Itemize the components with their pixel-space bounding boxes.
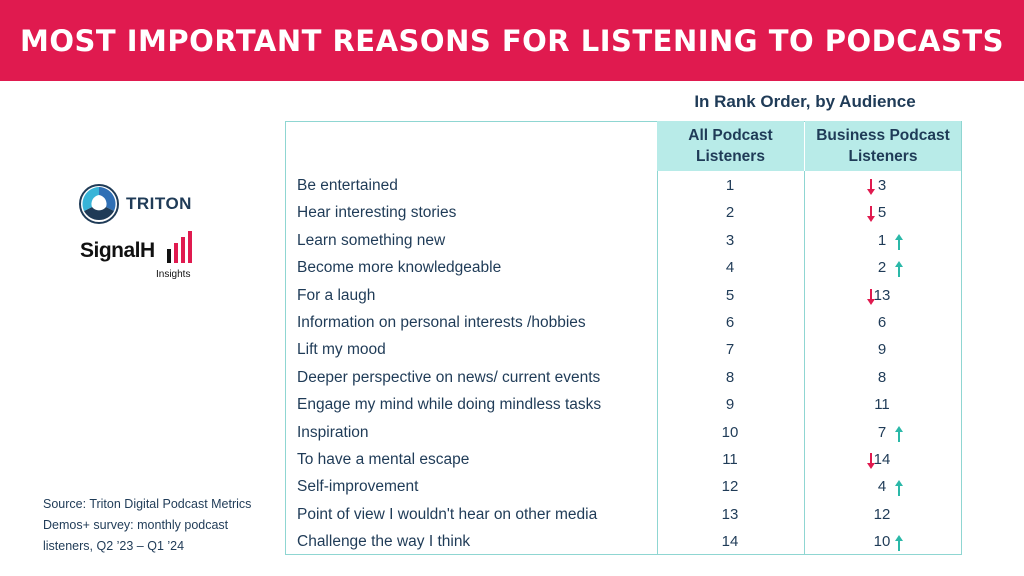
reason-label: To have a mental escape (297, 450, 470, 468)
table-row: Lift my mood 7 9 (286, 337, 961, 364)
column-header-business: Business Podcast Listeners (805, 121, 961, 171)
rank-all-value: 12 (721, 478, 739, 496)
rank-business-value: 3 (877, 177, 887, 194)
reason-label: Learn something new (297, 231, 446, 249)
signal-bars-icon (167, 231, 192, 263)
column-header-business-line1: Business Podcast (816, 127, 950, 144)
table-row: Be entertained 1 3 (286, 173, 961, 200)
rank-business-value: 12 (873, 505, 891, 523)
table-subtitle: In Rank Order, by Audience (694, 92, 916, 111)
rank-business-value: 9 (877, 341, 887, 359)
reason-label: Point of view I wouldn't hear on other m… (297, 505, 598, 523)
ranking-table (285, 121, 962, 555)
table-row: Inspiration 10 7 (286, 420, 961, 447)
reason-label: Lift my mood (297, 341, 386, 359)
column-header-all-line2: Listeners (696, 148, 765, 165)
table-body: Be entertained 1 3 Hear interesting stories… (286, 173, 961, 556)
arrow-down-icon (867, 179, 875, 195)
rank-all-value: 1 (725, 177, 735, 194)
table-row: Point of view I wouldn't hear on other m… (286, 502, 961, 529)
signal-hill-logo: SignalH Insights (80, 231, 200, 289)
table-row: Hear interesting stories 2 5 (286, 200, 961, 227)
column-header-all: All Podcast Listeners (657, 121, 804, 171)
rank-all-value: 4 (725, 259, 735, 277)
rank-business-value: 1 (877, 231, 887, 249)
rank-business-value: 2 (877, 259, 887, 277)
rank-business-value: 14 (873, 450, 891, 468)
rank-business-value: 8 (877, 368, 887, 386)
table-row: Information on personal interests /hobbi… (286, 310, 961, 337)
reason-label: Self-improvement (297, 478, 419, 496)
rank-business-value: 11 (874, 396, 890, 414)
rank-all-value: 6 (725, 313, 735, 331)
signal-hill-subtext: Insights (156, 269, 191, 280)
rank-all-value: 5 (725, 286, 735, 304)
rank-business-value: 6 (877, 313, 887, 331)
triton-mark-icon (79, 184, 119, 224)
rank-business-value: 13 (873, 286, 891, 304)
table-row: For a laugh 5 13 (286, 283, 961, 310)
source-note: Source: Triton Digital Podcast Metrics D… (43, 497, 252, 553)
rank-all-value: 10 (721, 423, 739, 441)
arrow-down-icon (867, 452, 875, 469)
title-banner: MOST IMPORTANT REASONS FOR LISTENING TO … (0, 0, 1024, 81)
page-title: MOST IMPORTANT REASONS FOR LISTENING TO … (19, 23, 1005, 58)
table-row: Deeper perspective on news/ current even… (286, 365, 961, 392)
reason-label: Information on personal interests /hobbi… (297, 313, 586, 331)
column-divider (804, 171, 805, 554)
reason-label: Hear interesting stories (297, 204, 457, 222)
rank-all-value: 11 (722, 450, 738, 468)
reason-label: Inspiration (297, 423, 369, 441)
column-divider (657, 171, 658, 554)
table-row: Learn something new 3 1 (286, 228, 961, 255)
signal-hill-wordmark: SignalH (80, 239, 155, 262)
table-row: Challenge the way I think 14 10 (286, 529, 961, 556)
rank-all-value: 7 (725, 341, 735, 359)
table-row: To have a mental escape 11 14 (286, 447, 961, 474)
rank-business-value: 10 (873, 533, 891, 551)
rank-business-value: 7 (877, 423, 887, 441)
rank-all-value: 9 (725, 396, 735, 414)
triton-logo: TRITON (78, 183, 192, 225)
table-row: Self-improvement 12 4 (286, 474, 961, 501)
column-header-all-line1: All Podcast (688, 127, 773, 144)
arrow-up-icon (895, 261, 903, 278)
arrow-up-icon (895, 233, 903, 250)
rank-all-value: 8 (725, 368, 735, 386)
triton-wordmark: TRITON (126, 194, 192, 213)
rank-all-value: 13 (721, 505, 739, 523)
rank-business-value: 4 (877, 478, 887, 496)
rank-all-value: 14 (721, 533, 739, 551)
reason-label: Be entertained (297, 177, 398, 194)
arrow-up-icon (895, 535, 903, 552)
table-row: Engage my mind while doing mindless task… (286, 392, 961, 419)
rank-all-value: 3 (725, 231, 735, 249)
reason-label: For a laugh (297, 286, 376, 304)
table-row: Become more knowledgeable 4 2 (286, 255, 961, 282)
arrow-up-icon (895, 480, 903, 497)
column-header-business-line2: Listeners (848, 148, 918, 165)
reason-label: Deeper perspective on news/ current even… (297, 368, 601, 386)
rank-business-value: 5 (877, 204, 887, 222)
arrow-down-icon (867, 288, 875, 305)
reason-label: Challenge the way I think (297, 533, 471, 551)
arrow-up-icon (895, 425, 903, 442)
arrow-down-icon (867, 206, 875, 223)
rank-all-value: 2 (725, 204, 735, 222)
logos: TRITON SignalH Insights (78, 183, 218, 293)
reason-label: Become more knowledgeable (297, 259, 502, 277)
reason-label: Engage my mind while doing mindless task… (297, 396, 602, 414)
